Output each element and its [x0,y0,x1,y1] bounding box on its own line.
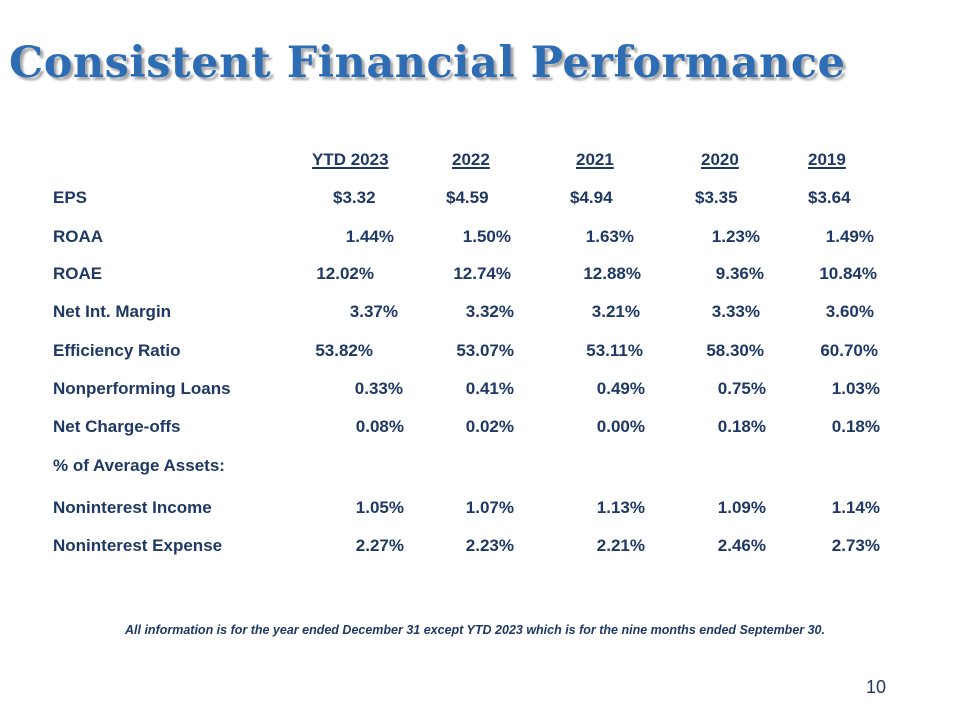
table-cell: 1.49% [825,227,874,246]
table-cell: 1.05% [355,498,404,517]
table-cell: 0.02% [465,417,514,436]
table-cell: $3.32 [333,188,376,207]
table-cell: 2.73% [831,536,880,555]
table-cell: 1.63% [585,227,634,246]
table-cell: 2.21% [596,536,645,555]
table-cell: 9.36% [715,264,764,283]
table-cell: 0.18% [831,417,880,436]
table-cell: 1.09% [717,498,766,517]
table-cell: 1.44% [345,227,394,246]
page-number: 10 [865,677,886,697]
table-cell: 60.70% [820,341,878,360]
table-cell: 3.32% [465,302,514,321]
table-cell: 1.50% [462,227,511,246]
column-header-2021: 2021 [576,150,614,169]
table-cell: 53.11% [586,341,643,360]
table-cell: $3.64 [808,188,851,207]
table-cell: 58.30% [706,341,764,360]
column-header-2020: 2020 [701,150,739,169]
table-cell: 12.02% [316,264,374,283]
slide-title: Consistent Financial Performance [9,38,846,88]
row-label-net-int-margin: Net Int. Margin [53,302,172,321]
row-label-noninterest-expense: Noninterest Expense [53,536,223,555]
table-cell: 0.41% [465,379,514,398]
column-header-ytd-2023: YTD 2023 [312,150,389,169]
table-cell: 0.49% [596,379,645,398]
table-cell: 2.23% [465,536,514,555]
table-cell: $4.94 [570,188,613,207]
table-cell: 0.33% [354,379,403,398]
table-cell: 1.07% [465,498,514,517]
table-cell: 3.60% [825,302,874,321]
table-cell: 3.33% [711,302,760,321]
row-label-roaa: ROAA [53,227,104,246]
footnote: All information is for the year ended De… [125,623,825,637]
table-cell: 1.13% [596,498,645,517]
column-header-2022: 2022 [452,150,490,169]
table-cell: 1.03% [831,379,880,398]
table-cell: 0.00% [596,417,645,436]
table-cell: 3.21% [591,302,640,321]
table-cell: $3.35 [695,188,738,207]
table-cell: 12.88% [583,264,641,283]
row-label-eps: EPS [53,188,88,207]
table-cell: 0.18% [717,417,766,436]
table-cell: 2.27% [355,536,404,555]
table-cell: 0.08% [355,417,404,436]
table-cell: 10.84% [819,264,877,283]
row-label-nonperforming-loans: Nonperforming Loans [53,379,231,398]
row-label-noninterest-income: Noninterest Income [53,498,212,517]
table-cell: 2.46% [717,536,766,555]
row-label-roae: ROAE [53,264,103,283]
table-cell: 53.82% [315,341,373,360]
section-label-average-assets: % of Average Assets: [53,456,225,475]
table-cell: 1.23% [711,227,760,246]
table-cell: 53.07% [456,341,514,360]
table-cell: 12.74% [453,264,511,283]
table-cell: $4.59 [446,188,489,207]
row-label-net-charge-offs: Net Charge-offs [53,417,181,436]
table-cell: 0.75% [717,379,766,398]
table-cell: 3.37% [349,302,398,321]
row-label-efficiency-ratio: Efficiency Ratio [53,341,181,360]
column-header-2019: 2019 [808,150,846,169]
table-cell: 1.14% [831,498,880,517]
